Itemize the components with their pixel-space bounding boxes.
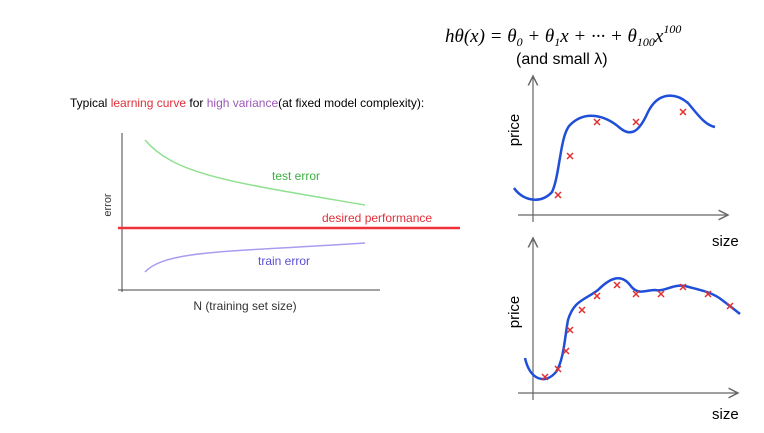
- train-label: train error: [258, 254, 310, 268]
- test-error-curve: [144, 139, 366, 206]
- title-part: for: [186, 96, 207, 110]
- desired-label: desired performance: [322, 211, 432, 225]
- formula-part: 0: [517, 35, 523, 49]
- title-part: (at fixed model complexity):: [278, 96, 424, 110]
- formula-part: + θ: [523, 26, 555, 47]
- y-label: price: [506, 114, 523, 147]
- x-label: size: [712, 406, 739, 423]
- formula-part: 100: [663, 22, 681, 36]
- formula-part: x + ··· + θ: [559, 26, 637, 47]
- formula-part: 100: [637, 35, 655, 49]
- subtitle: (and small λ): [516, 51, 608, 68]
- test-label: test error: [272, 169, 320, 183]
- x-label: N (training set size): [193, 299, 296, 313]
- learning-curve-title: Typical learning curve for high variance…: [70, 96, 424, 110]
- title-part: Typical: [70, 96, 111, 110]
- samples: [554, 108, 687, 199]
- x-label: size: [712, 233, 739, 250]
- formula: hθ(x) = θ0 + θ1x + ··· + θ100x100: [445, 22, 681, 49]
- train-error-curve: [144, 242, 366, 273]
- title-part: high variance: [207, 96, 279, 110]
- fit-curve: [512, 94, 716, 201]
- title-part: learning curve: [111, 96, 187, 110]
- formula-part: 1: [554, 35, 560, 49]
- y-label: price: [506, 296, 523, 329]
- formula-part: hθ(x) = θ: [445, 26, 517, 47]
- formula-part: x: [654, 26, 664, 47]
- y-label: error: [102, 193, 114, 217]
- samples: [541, 281, 734, 381]
- fit-curve: [523, 276, 741, 381]
